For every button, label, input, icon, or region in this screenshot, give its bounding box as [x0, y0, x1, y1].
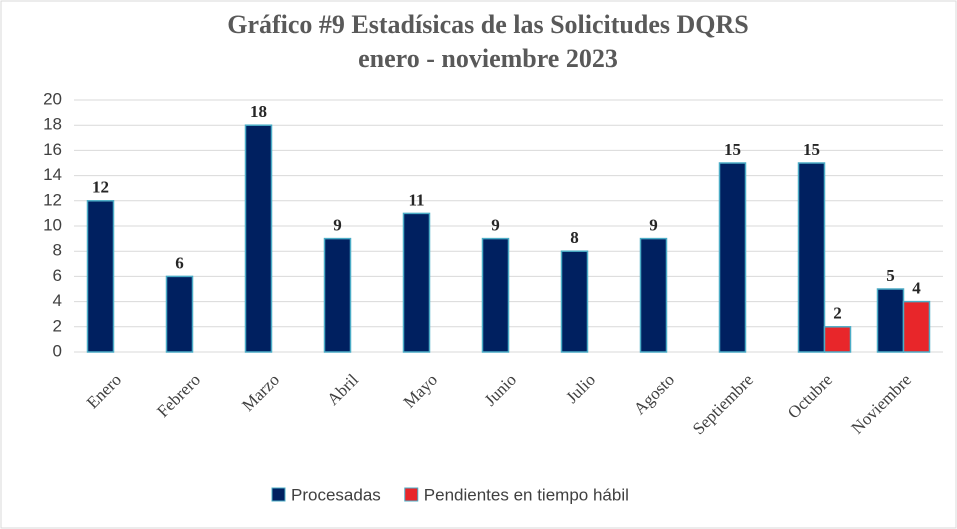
- chart-subtitle: enero - noviembre 2023: [358, 44, 618, 73]
- y-tick-label: 18: [43, 115, 62, 134]
- bar: [823, 326, 852, 353]
- bar: [244, 124, 273, 353]
- chart-title: Gráfico #9 Estadísicas de las Solicitude…: [227, 10, 748, 39]
- bar: [902, 300, 931, 353]
- bar: [560, 250, 589, 353]
- y-tick-label: 16: [43, 140, 62, 159]
- bar: [165, 275, 194, 353]
- data-label: 8: [570, 228, 579, 247]
- y-tick-label: 20: [43, 89, 62, 108]
- y-tick-label: 10: [43, 215, 62, 234]
- legend-label: Pendientes en tiempo hábil: [424, 485, 629, 504]
- y-tick-label: 0: [53, 341, 62, 360]
- bar: [876, 288, 905, 353]
- data-label: 9: [649, 216, 658, 235]
- bar: [639, 237, 668, 353]
- y-tick-label: 12: [43, 190, 62, 209]
- data-label: 11: [408, 190, 424, 209]
- data-label: 9: [491, 216, 500, 235]
- bar: [718, 162, 747, 353]
- y-tick-label: 6: [53, 266, 62, 285]
- data-label: 2: [833, 304, 842, 323]
- bar: [86, 200, 115, 353]
- data-label: 15: [803, 140, 820, 159]
- bar: [481, 237, 510, 353]
- legend-label: Procesadas: [291, 485, 381, 504]
- legend-swatch: [404, 487, 419, 502]
- data-label: 5: [886, 266, 895, 285]
- y-tick-label: 8: [53, 241, 62, 260]
- legend-swatch: [271, 487, 286, 502]
- data-label: 12: [92, 178, 109, 197]
- y-tick-label: 2: [53, 316, 62, 335]
- bar: [323, 237, 352, 353]
- data-label: 6: [175, 253, 184, 272]
- bar: [402, 212, 431, 353]
- data-label: 15: [724, 140, 741, 159]
- data-label: 4: [912, 279, 921, 298]
- y-tick-label: 14: [43, 165, 62, 184]
- data-label: 9: [333, 216, 342, 235]
- y-tick-label: 4: [53, 291, 62, 310]
- data-label: 18: [250, 102, 267, 121]
- bar: [797, 162, 826, 353]
